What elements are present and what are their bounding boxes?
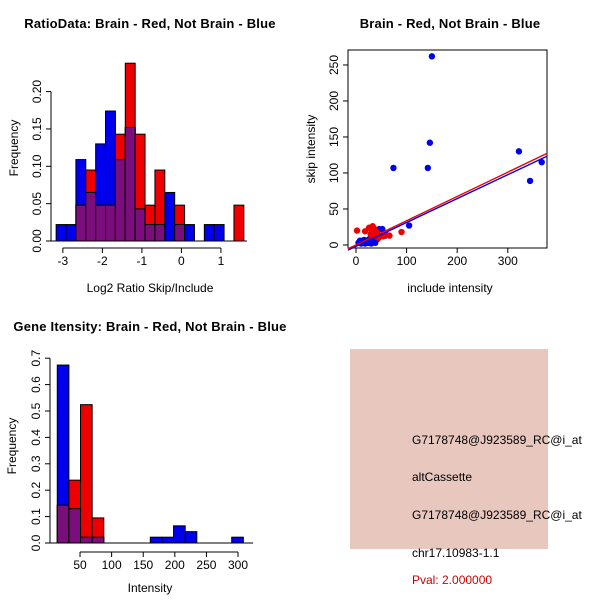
svg-text:0.7: 0.7 xyxy=(29,350,43,367)
svg-text:50: 50 xyxy=(73,558,87,572)
svg-text:0.3: 0.3 xyxy=(29,455,43,472)
svg-text:0.4: 0.4 xyxy=(29,429,43,446)
svg-text:1: 1 xyxy=(218,254,225,268)
svg-text:300: 300 xyxy=(498,254,518,268)
gene-intensity-histogram-xlabel: Intensity xyxy=(127,581,173,595)
probe-id-repeat: G7178748@J923589_RC@i_at xyxy=(412,508,582,522)
svg-text:250: 250 xyxy=(196,558,216,572)
panel-intensity-scatter: 0 100 200 300 0 50 100 150 200 250 Brain - Red, N… xyxy=(300,0,600,300)
svg-text:0.05: 0.05 xyxy=(30,192,44,216)
intensity-scatter-ylabel: skip intensity xyxy=(304,114,318,184)
svg-text:200: 200 xyxy=(447,254,467,268)
svg-text:0.15: 0.15 xyxy=(30,117,44,141)
svg-text:0.1: 0.1 xyxy=(29,508,43,525)
panel-gene-intensity-histogram: 0.0 0.1 0.2 0.3 0.4 0.5 0.6 0.7 50 100 150 200 250 30… xyxy=(0,300,300,600)
svg-text:200: 200 xyxy=(165,558,185,572)
svg-text:0: 0 xyxy=(178,254,185,268)
svg-text:200: 200 xyxy=(327,91,341,111)
panel-ratio-histogram: 0.00 0.05 0.10 0.15 0.20 -3 -2 -1 0 1 RatioData: … xyxy=(0,0,300,300)
svg-text:0.6: 0.6 xyxy=(29,376,43,393)
svg-text:-2: -2 xyxy=(97,254,108,268)
ratio-histogram-xlabel: Log2 Ratio Skip/Include xyxy=(86,281,214,295)
svg-text:0.2: 0.2 xyxy=(29,482,43,499)
intensity-scatter-chart: 0 100 200 300 0 50 100 150 200 250 xyxy=(327,49,548,268)
svg-text:-1: -1 xyxy=(137,254,148,268)
svg-text:0.00: 0.00 xyxy=(30,229,44,253)
ratio-histogram-chart: 0.00 0.05 0.10 0.15 0.20 -3 -2 -1 0 1 xyxy=(30,62,247,268)
svg-text:100: 100 xyxy=(102,558,122,572)
svg-text:100: 100 xyxy=(397,254,417,268)
svg-text:100: 100 xyxy=(327,163,341,183)
ratio-histogram-title: RatioData: Brain - Red, Not Brain - Blue xyxy=(24,16,276,31)
panel-gene-info: G7178748@J923589_RC@i_at altCassette G71… xyxy=(300,300,600,600)
svg-text:-3: -3 xyxy=(58,254,69,268)
ratio-histogram-ylabel: Frequency xyxy=(7,119,21,177)
pval-text: Pval: 2.000000 xyxy=(412,573,493,587)
svg-text:150: 150 xyxy=(133,558,153,572)
svg-text:0.5: 0.5 xyxy=(29,402,43,419)
gene-intensity-histogram-chart: 0.0 0.1 0.2 0.3 0.4 0.5 0.6 0.7 50 100 150 200 250 30… xyxy=(29,350,253,572)
intensity-scatter-title: Brain - Red, Not Brain - Blue xyxy=(359,16,541,31)
svg-text:0: 0 xyxy=(353,254,360,268)
gene-intensity-histogram-ylabel: Frequency xyxy=(5,417,19,475)
svg-text:50: 50 xyxy=(327,202,341,216)
svg-text:0.20: 0.20 xyxy=(30,80,44,104)
gene-intensity-histogram-title: Gene Itensity: Brain - Red, Not Brain - … xyxy=(13,319,287,334)
svg-text:300: 300 xyxy=(228,558,248,572)
intensity-scatter-xlabel: include intensity xyxy=(407,281,493,295)
info-box: G7178748@J923589_RC@i_at altCassette G71… xyxy=(350,349,582,587)
svg-text:0.0: 0.0 xyxy=(29,534,43,551)
splice-event-type: altCassette xyxy=(412,470,473,484)
svg-text:150: 150 xyxy=(327,127,341,147)
svg-text:250: 250 xyxy=(327,55,341,75)
chromosome-location: chr17.10983-1.1 xyxy=(412,546,500,560)
svg-text:0: 0 xyxy=(327,241,341,248)
svg-text:0.10: 0.10 xyxy=(30,154,44,178)
probe-id: G7178748@J923589_RC@i_at xyxy=(412,433,582,447)
